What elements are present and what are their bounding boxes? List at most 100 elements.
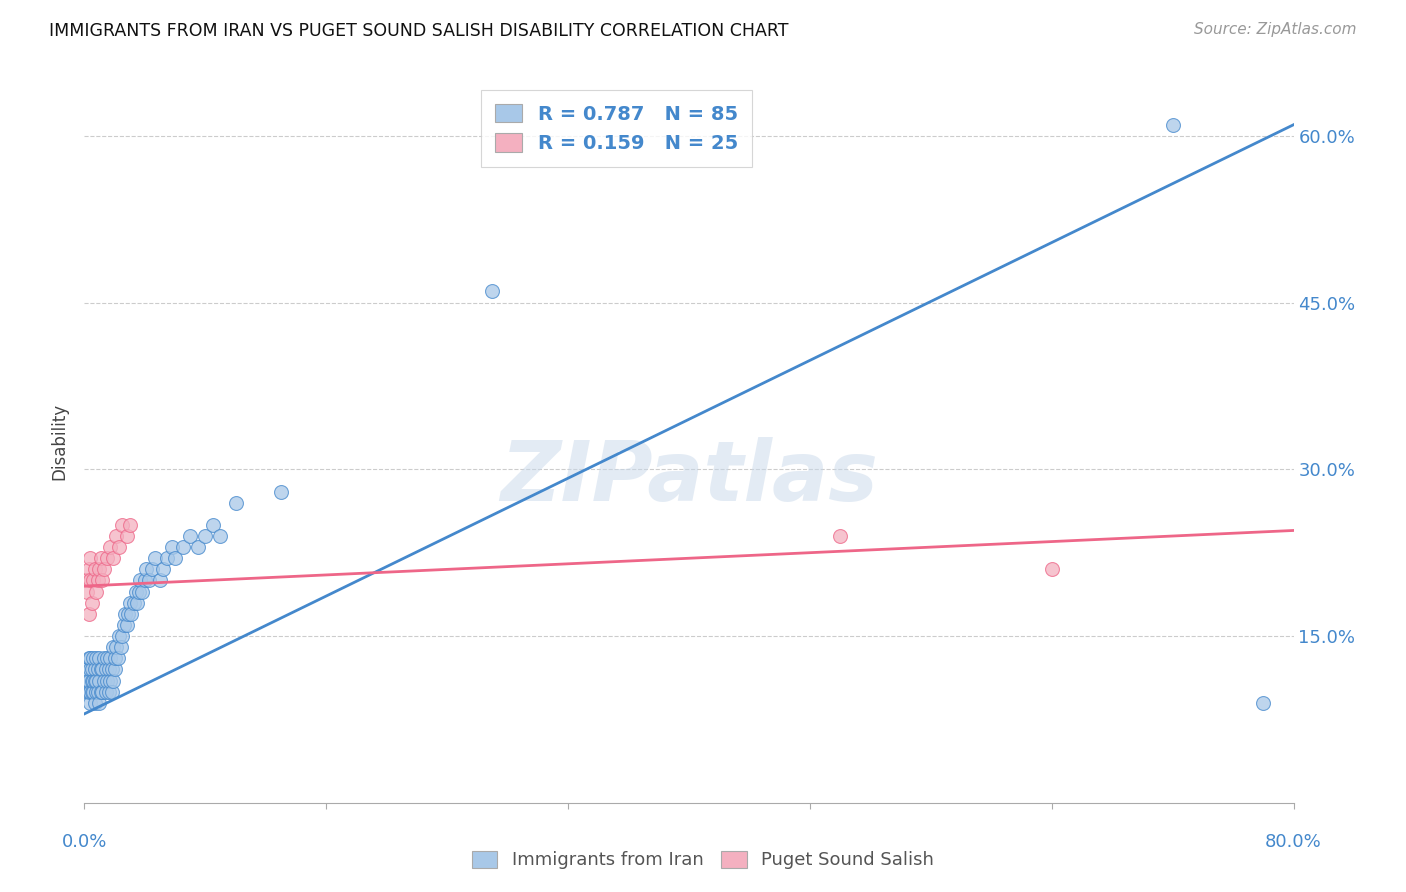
Point: [79, 696, 101, 710]
Point: [98, 540, 121, 554]
Point: [118, 596, 141, 610]
Point: [86, 673, 108, 688]
Point: [100, 662, 122, 676]
Point: [98, 651, 121, 665]
Point: [97, 662, 120, 676]
Point: [120, 607, 142, 621]
Point: [104, 651, 127, 665]
Text: 0.0%: 0.0%: [62, 833, 107, 851]
Point: [79, 551, 101, 566]
Point: [138, 574, 160, 588]
Point: [209, 529, 232, 543]
Point: [125, 584, 148, 599]
Point: [156, 551, 179, 566]
Point: [131, 584, 153, 599]
Legend: Immigrants from Iran, Puget Sound Salish: Immigrants from Iran, Puget Sound Salish: [463, 842, 943, 879]
Point: [107, 651, 129, 665]
Point: [77, 673, 100, 688]
Point: [82, 684, 104, 698]
Point: [89, 696, 111, 710]
Point: [201, 517, 224, 532]
Point: [101, 640, 124, 655]
Point: [108, 540, 131, 554]
Point: [76, 584, 98, 599]
Point: [114, 607, 136, 621]
Point: [84, 562, 107, 576]
Point: [80, 673, 103, 688]
Point: [115, 618, 138, 632]
Point: [481, 285, 503, 299]
Point: [111, 517, 134, 532]
Point: [94, 684, 117, 698]
Point: [101, 673, 124, 688]
Point: [165, 551, 187, 566]
Point: [105, 640, 128, 655]
Point: [89, 562, 111, 576]
Point: [91, 662, 114, 676]
Point: [93, 673, 115, 688]
Point: [86, 684, 108, 698]
Point: [110, 640, 132, 655]
Point: [93, 651, 115, 665]
Point: [97, 684, 120, 698]
Point: [112, 618, 135, 632]
Point: [84, 673, 107, 688]
Point: [91, 684, 114, 698]
Point: [108, 629, 131, 643]
Point: [87, 574, 110, 588]
Point: [87, 684, 110, 698]
Point: [225, 496, 247, 510]
Text: ZIPatlas: ZIPatlas: [501, 437, 877, 518]
Point: [77, 607, 100, 621]
Point: [270, 484, 292, 499]
Point: [101, 551, 124, 566]
Point: [82, 673, 104, 688]
Point: [105, 529, 128, 543]
Point: [172, 540, 194, 554]
Point: [122, 596, 145, 610]
Point: [93, 562, 115, 576]
Point: [82, 651, 104, 665]
Point: [77, 651, 100, 665]
Point: [89, 673, 111, 688]
Text: 80.0%: 80.0%: [1265, 833, 1322, 851]
Point: [98, 673, 121, 688]
Point: [80, 662, 103, 676]
Point: [90, 551, 112, 566]
Point: [134, 574, 156, 588]
Point: [1040, 562, 1063, 576]
Point: [149, 574, 172, 588]
Point: [128, 584, 150, 599]
Point: [90, 662, 112, 676]
Point: [830, 529, 852, 543]
Point: [96, 651, 118, 665]
Point: [160, 540, 183, 554]
Point: [127, 596, 149, 610]
Point: [76, 662, 98, 676]
Text: Source: ZipAtlas.com: Source: ZipAtlas.com: [1194, 22, 1357, 37]
Point: [84, 696, 107, 710]
Point: [111, 629, 134, 643]
Point: [118, 517, 141, 532]
Point: [96, 551, 118, 566]
Point: [135, 562, 157, 576]
Point: [90, 684, 112, 698]
Point: [79, 684, 101, 698]
Point: [75, 673, 97, 688]
Point: [187, 540, 209, 554]
Point: [141, 562, 163, 576]
Point: [76, 684, 98, 698]
Point: [115, 529, 138, 543]
Point: [104, 662, 127, 676]
Point: [89, 651, 111, 665]
Point: [94, 662, 117, 676]
Point: [91, 574, 114, 588]
Point: [87, 662, 110, 676]
Point: [77, 684, 100, 698]
Point: [96, 673, 118, 688]
Point: [194, 529, 217, 543]
Point: [117, 607, 139, 621]
Point: [1161, 118, 1184, 132]
Text: IMMIGRANTS FROM IRAN VS PUGET SOUND SALISH DISABILITY CORRELATION CHART: IMMIGRANTS FROM IRAN VS PUGET SOUND SALI…: [49, 22, 789, 40]
Point: [84, 662, 107, 676]
